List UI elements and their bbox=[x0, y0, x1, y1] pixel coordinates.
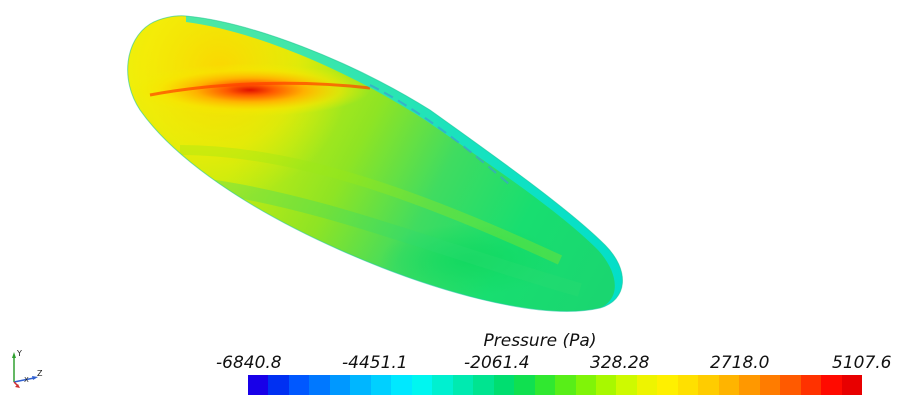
colorbar-segment bbox=[841, 375, 863, 395]
colorbar-segment bbox=[636, 375, 658, 395]
colorbar-segment bbox=[575, 375, 596, 395]
legend-tick-min: -6840.8 bbox=[216, 353, 282, 373]
colorbar-segment bbox=[595, 375, 617, 395]
colorbar-segment bbox=[350, 375, 371, 395]
colorbar-segment bbox=[759, 375, 781, 395]
x-axis-arrow-icon bbox=[15, 384, 20, 388]
colorbar-segment bbox=[411, 375, 433, 395]
colorbar-segment bbox=[718, 375, 740, 395]
colorbar-segment bbox=[248, 375, 269, 395]
y-axis-label: Y bbox=[16, 349, 22, 358]
colorbar-segment bbox=[534, 375, 556, 395]
colorbar-segment bbox=[800, 375, 822, 395]
colorbar-segment bbox=[698, 375, 719, 395]
colorbar-segment bbox=[616, 375, 637, 395]
orientation-axes-widget: Y Z X bbox=[12, 349, 43, 388]
colorbar-segment bbox=[432, 375, 453, 395]
colorbar-segment bbox=[657, 375, 678, 395]
colorbar-segment bbox=[780, 375, 801, 395]
colorbar-segment bbox=[739, 375, 760, 395]
pressure-surface-render bbox=[127, 15, 623, 312]
colorbar-segment bbox=[370, 375, 392, 395]
legend-tick-4: 328.28 bbox=[590, 353, 650, 373]
legend-tick-max: 5107.6 bbox=[832, 353, 892, 373]
colorbar-segment bbox=[473, 375, 494, 395]
colorbar-segment bbox=[452, 375, 474, 395]
colorbar-segment bbox=[821, 375, 842, 395]
colorbar-segment bbox=[514, 375, 535, 395]
legend-tick-3: -2061.4 bbox=[464, 353, 530, 373]
legend-title: Pressure (Pa) bbox=[483, 331, 597, 351]
colorbar-segment bbox=[309, 375, 330, 395]
z-axis-line bbox=[13, 377, 35, 383]
colorbar-segment bbox=[268, 375, 289, 395]
colorbar-segment bbox=[555, 375, 576, 395]
y-axis-arrow-icon bbox=[12, 352, 16, 358]
z-axis-label: Z bbox=[37, 369, 43, 378]
blade-outline bbox=[127, 15, 623, 312]
colorbar-segment bbox=[391, 375, 412, 395]
x-axis-label: X bbox=[24, 376, 29, 384]
pressure-colorbar bbox=[248, 375, 863, 395]
colorbar-segment bbox=[493, 375, 515, 395]
blade-surface bbox=[127, 15, 623, 312]
legend-tick-5: 2718.0 bbox=[710, 353, 770, 373]
z-axis-arrow-icon bbox=[32, 376, 38, 380]
colorbar-segment bbox=[677, 375, 699, 395]
blade-edge-streak bbox=[369, 84, 511, 186]
legend-tick-2: -4451.1 bbox=[342, 353, 408, 373]
colorbar-segment bbox=[329, 375, 351, 395]
colorbar-segment bbox=[288, 375, 310, 395]
